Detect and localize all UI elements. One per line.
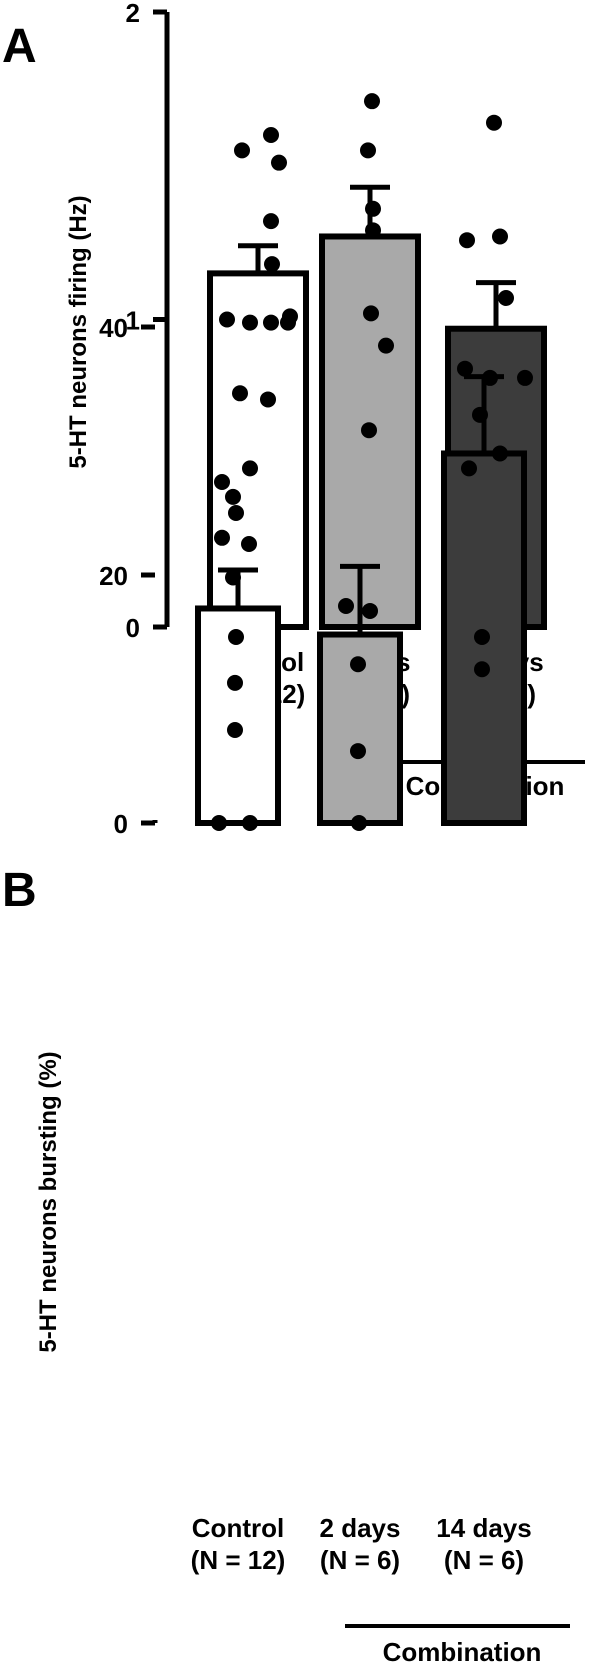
panel-a-data-point	[364, 93, 380, 110]
panel-b-group-label: Combination	[383, 1637, 542, 1666]
panel-a-data-point	[232, 385, 248, 402]
panel-b-data-point	[474, 661, 490, 678]
panel-a-data-point	[365, 222, 381, 239]
panel-a-data-point	[282, 308, 298, 325]
panel-b-category-label: 14 days	[436, 1513, 531, 1543]
panel-a-y-tick-label: 1	[126, 306, 140, 336]
panel-b-data-point	[350, 743, 366, 760]
panel-a-y-axis-title: 5-HT neurons firing (Hz)	[65, 195, 92, 468]
panel-a-data-point	[517, 369, 533, 386]
panel-b-y-axis-title: 5-HT neurons bursting (%)	[35, 1051, 62, 1352]
panel-b-data-point	[378, 337, 394, 354]
panel-b-data-point	[351, 815, 367, 831]
panel-b-data-point	[225, 488, 241, 505]
panel-b-category-n-label: (N = 6)	[444, 1545, 524, 1575]
panel-b-category-label: Control	[192, 1513, 284, 1543]
panel-a-data-point	[263, 213, 279, 230]
panel-a-data-point	[263, 127, 279, 143]
panel-a-data-point	[242, 314, 258, 331]
panel-b-data-point	[492, 445, 508, 462]
panel-a-data-point	[219, 311, 235, 328]
panel-b-category-n-label: (N = 12)	[191, 1545, 286, 1575]
panel-b-data-point	[461, 460, 477, 477]
panel-b-category-label: 2 days	[320, 1513, 401, 1543]
panel-b-data-point	[362, 602, 378, 619]
panel-b-y-tick-label: 0	[114, 809, 128, 839]
panel-b-letter: B	[2, 864, 37, 917]
panel-b-data-point	[338, 598, 354, 614]
panel-b-data-point	[225, 569, 241, 586]
panel-b-y-axis: 0 20 40	[99, 313, 158, 839]
panel-a-y-axis: 0 1 2	[126, 0, 170, 643]
panel-a-data-point	[360, 142, 376, 159]
panel-a-data-point	[486, 114, 502, 131]
panel-a-y-tick-label: 0	[126, 613, 140, 643]
panel-b-data-point	[242, 815, 258, 831]
panel-b-data-point	[459, 232, 475, 249]
panel-a-data-point	[457, 360, 473, 377]
panel-a-data-point	[260, 391, 276, 408]
panel-a-data-point	[498, 289, 514, 306]
panel-b-category-n-label: (N = 6)	[320, 1545, 400, 1575]
panel-a-data-point	[234, 142, 250, 159]
panel-b-data-point	[474, 629, 490, 645]
panel-a-data-point	[363, 305, 379, 322]
panel-b-points	[211, 228, 508, 831]
panel-b-data-point	[350, 656, 366, 673]
panel-b-data-point	[214, 529, 230, 546]
panel-b-category-labels: Control(N = 12)2 days(N = 6)14 days(N = …	[191, 1513, 532, 1575]
panel-b-data-point	[214, 474, 230, 490]
panel-b-data-point	[228, 505, 244, 521]
panel-b-data-point	[227, 674, 243, 691]
panel-b-data-point	[242, 460, 258, 477]
panel-b-data-point	[228, 629, 244, 645]
panel-b-data-point	[211, 815, 227, 831]
panel-a-data-point	[264, 256, 280, 273]
panel-b-chart: B 5-HT neurons bursting (%) 0 20 40 Contro…	[2, 228, 570, 1666]
panel-a-data-point	[365, 200, 381, 217]
panel-b-data-point	[492, 228, 508, 245]
panel-b-y-tick-label: 40	[99, 313, 128, 343]
panel-a-data-point	[271, 154, 287, 171]
panel-a-y-tick-label: 2	[126, 0, 140, 28]
panel-a-data-point	[361, 422, 377, 439]
panel-b-data-point	[241, 536, 257, 552]
panel-b-y-tick-label: 20	[99, 561, 128, 591]
panel-a-letter: A	[2, 20, 37, 73]
panel-a-data-point	[263, 314, 279, 331]
panel-b-data-point	[227, 722, 243, 738]
